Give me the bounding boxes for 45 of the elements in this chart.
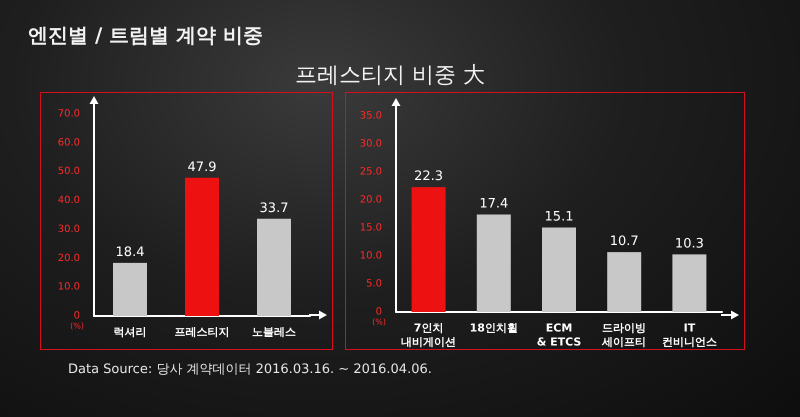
bar (672, 254, 706, 312)
x-tick-label: 드라이빙 세이프티 (601, 322, 646, 348)
bar (607, 252, 642, 312)
data-label: 10.3 (674, 236, 704, 252)
data-label: 22.3 (414, 169, 444, 184)
bar (542, 227, 576, 312)
chart-title: 엔진별 / 트림별 계약 비중 (28, 22, 264, 49)
y-tick-label: 10.0 (58, 282, 80, 293)
bar (257, 218, 291, 316)
y-tick-label: 60.0 (58, 137, 80, 148)
text: 프레스티지 비중 大 (295, 62, 485, 90)
x-tick-label: 프레스티지 (174, 326, 230, 338)
x-tick-label: 18인치휠 (470, 322, 518, 334)
y-tick-label: 50.0 (58, 166, 80, 178)
y-tick-label: 20.0 (58, 252, 80, 264)
y-tick-label: 25.0 (360, 166, 382, 178)
x-tick-label: 노블레스 (252, 326, 296, 338)
data-label: 47.9 (188, 160, 216, 175)
y-tick-label: 40.0 (58, 195, 80, 206)
y-tick-label: 70.0 (58, 108, 80, 120)
x-tick-label: 7인치 내비게이션 (401, 322, 456, 348)
bar (185, 178, 219, 316)
bar (113, 262, 147, 316)
x-tick-label: 럭셔리 (114, 326, 146, 338)
bar (412, 187, 446, 312)
y-axis-title: (%) (372, 318, 386, 326)
y-tick-label: 0 (376, 306, 382, 318)
source-note: Data Source: 당사 계약데이터 2016.03.16. ~ 2016.04.06. (68, 361, 432, 378)
data-label: 18.4 (116, 244, 144, 260)
y-tick-label: 35.0 (360, 110, 382, 122)
x-tick-label: IT 컨비니언스 (662, 322, 717, 348)
data-label: 10.7 (610, 234, 639, 250)
y-axis-title: (%) (70, 322, 84, 330)
data-label: 17.4 (479, 196, 508, 212)
data-label: 33.7 (260, 200, 288, 216)
y-tick-label: 0 (74, 310, 80, 322)
y-tick-label: 5.0 (366, 278, 382, 290)
bar (476, 214, 511, 312)
data-label: 15.1 (544, 209, 574, 224)
y-tick-label: 30.0 (58, 224, 80, 235)
y-tick-label: 10.0 (360, 250, 382, 262)
y-tick-label: 20.0 (360, 194, 382, 206)
x-tick-label: ECM & ETCS (536, 322, 582, 348)
y-tick-label: 15.0 (360, 222, 382, 234)
y-tick-label: 30.0 (360, 138, 382, 150)
